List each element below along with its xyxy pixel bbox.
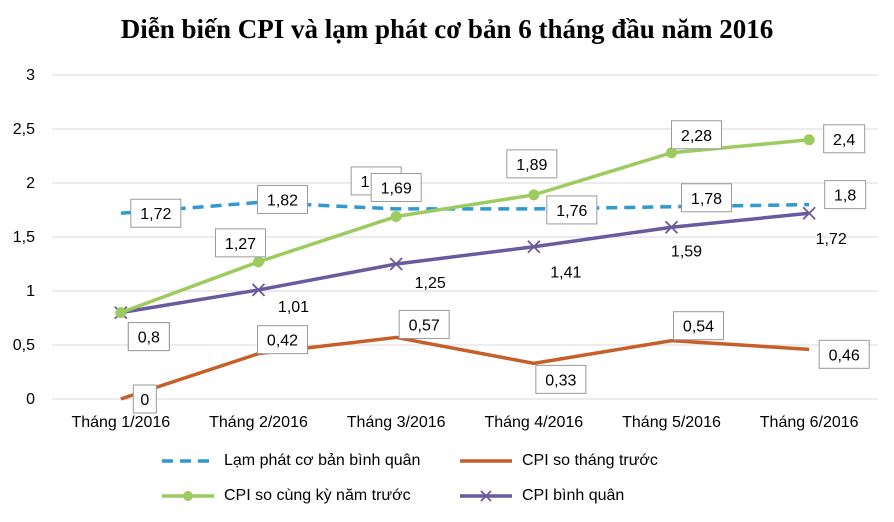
data-label-box <box>673 311 724 341</box>
data-point-marker <box>664 220 679 234</box>
data-label: 1,27 <box>225 236 256 253</box>
data-label: 0,57 <box>409 317 440 334</box>
data-label-box <box>671 120 722 150</box>
data-label: 2,4 <box>833 132 855 149</box>
x-tick-label: Tháng 6/2016 <box>760 414 859 431</box>
data-label: 1,8 <box>834 188 856 205</box>
data-label-box <box>257 184 308 214</box>
x-tick-label: Tháng 2/2016 <box>209 414 308 431</box>
data-point-marker <box>390 210 402 222</box>
data-point-marker <box>115 307 127 319</box>
data-label-box <box>130 198 182 228</box>
data-point-marker <box>527 240 541 254</box>
legend-item-cpi-mom: CPI so tháng trước <box>458 452 658 470</box>
series-line-1 <box>120 335 810 401</box>
data-label: 1,59 <box>671 243 702 260</box>
data-label: 0,54 <box>683 319 714 336</box>
x-tick-label: Tháng 1/2016 <box>71 414 170 431</box>
data-point-marker <box>251 283 266 297</box>
data-label: 1,72 <box>816 231 847 248</box>
data-label: 0,33 <box>545 372 576 389</box>
data-label: 0 <box>140 392 149 409</box>
legend-swatch-x <box>460 490 512 502</box>
chart-title: Diễn biến CPI và lạm phát cơ bản 6 tháng… <box>120 14 774 44</box>
data-label-box <box>823 124 866 154</box>
data-label-box <box>257 325 308 355</box>
y-tick-label: 0,5 <box>13 337 35 354</box>
data-label-box <box>370 172 422 202</box>
y-tick-label: 2 <box>26 175 35 192</box>
y-tick-label: 1,5 <box>13 229 35 246</box>
series-line-2 <box>120 138 810 315</box>
series-line-0 <box>120 200 810 215</box>
data-label: 1,89 <box>516 157 547 174</box>
x-tick-label: Tháng 5/2016 <box>622 414 721 431</box>
data-point-marker <box>253 256 264 268</box>
data-label: 2,28 <box>681 128 712 145</box>
legend-swatch-circle <box>162 491 214 501</box>
data-label-box <box>546 195 598 225</box>
legend-swatch-dashed <box>162 459 214 463</box>
legend-swatch-line <box>460 459 512 463</box>
data-label: 1,72 <box>140 206 171 223</box>
legend-item-cpi-avg: CPI bình quân <box>458 487 624 505</box>
x-tick-label: Tháng 3/2016 <box>347 414 446 431</box>
data-point-marker <box>389 257 403 271</box>
data-label: 0,46 <box>829 347 860 364</box>
series-line-3 <box>120 211 810 315</box>
legend-label: CPI so cùng kỳ năm trước <box>224 487 411 504</box>
y-tick-label: 2,5 <box>13 121 35 138</box>
data-label: 0,42 <box>267 333 298 350</box>
data-label: 1,25 <box>415 275 446 292</box>
y-tick-label: 0 <box>26 391 35 408</box>
data-label: 1,82 <box>267 192 298 209</box>
x-tick-label: Tháng 4/2016 <box>484 414 583 431</box>
legend-label: CPI bình quân <box>522 487 625 504</box>
legend-label: CPI so tháng trước <box>522 452 658 469</box>
data-label-box <box>398 309 450 339</box>
data-label-box <box>127 322 170 352</box>
data-label-box <box>506 149 558 179</box>
data-label-box <box>535 364 587 394</box>
data-label-box <box>824 180 867 210</box>
y-tick-label: 1 <box>26 283 35 300</box>
data-point-marker <box>803 134 815 146</box>
y-tick-label: 3 <box>26 67 35 84</box>
data-label: 1,76 <box>556 203 587 220</box>
data-label-box <box>215 228 266 258</box>
legend-item-cpi-yoy: CPI so cùng kỳ năm trước <box>160 487 411 505</box>
data-point-marker <box>802 206 816 220</box>
data-label-box <box>132 384 157 414</box>
legend-item-core-inflation: Lạm phát cơ bản bình quân <box>160 452 420 470</box>
data-label: 1,78 <box>691 191 722 208</box>
data-label: 1,41 <box>550 265 581 282</box>
data-point-marker <box>528 189 540 201</box>
data-label: 1,01 <box>278 299 309 316</box>
data-label-box <box>681 183 732 213</box>
legend-label: Lạm phát cơ bản bình quân <box>224 452 421 469</box>
data-label-box <box>818 339 870 369</box>
data-point-marker <box>666 147 677 159</box>
data-label: 1,69 <box>381 180 412 197</box>
data-label: 0,8 <box>138 330 160 347</box>
